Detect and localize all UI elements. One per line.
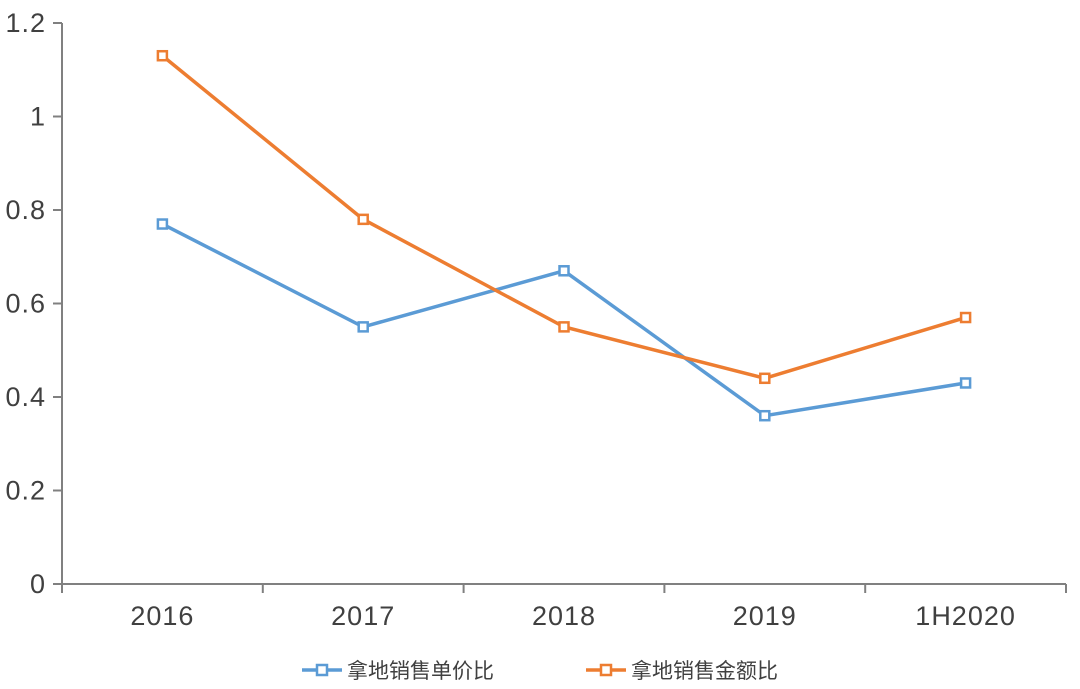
y-tick-label: 0.2 [5, 476, 46, 506]
data-point-marker-s1-2017 [357, 213, 369, 226]
y-tick-label: 0 [30, 569, 46, 599]
x-tick-label: 1H2020 [915, 601, 1016, 631]
y-tick-label: 0.4 [5, 382, 46, 412]
series-line-0 [161, 222, 966, 418]
x-tick-label: 2018 [532, 601, 596, 631]
x-tick-label: 2016 [130, 601, 194, 631]
data-point-marker-s0-1H2020 [959, 377, 972, 389]
line-square-marker-icon [302, 663, 342, 677]
data-point-marker-s1-1H2020 [959, 311, 972, 324]
data-point-marker-s0-2017 [357, 321, 369, 333]
legend: 拿地销售单价比 拿地销售金额比 [0, 652, 1080, 688]
x-tick-label: 2019 [733, 601, 797, 631]
x-tick-label: 2017 [331, 601, 395, 631]
y-tick-label: 1.2 [5, 8, 46, 38]
data-point-marker-s0-2018 [558, 265, 570, 277]
data-point-marker-s1-2019 [759, 372, 771, 385]
y-tick-label: 0.6 [5, 289, 46, 319]
data-point-marker-s1-2016 [156, 49, 169, 62]
data-point-marker-s1-2018 [558, 321, 570, 333]
line-square-marker-icon [586, 663, 626, 677]
legend-item-series-0: 拿地销售单价比 [302, 655, 494, 685]
legend-label-series-1: 拿地销售金额比 [631, 660, 778, 683]
legend-item-series-1: 拿地销售金额比 [586, 655, 778, 685]
data-point-marker-s0-2016 [156, 218, 169, 230]
legend-label-series-0: 拿地销售单价比 [347, 660, 494, 683]
y-tick-label: 0.8 [5, 195, 46, 225]
data-point-marker-s0-2019 [759, 409, 771, 422]
y-tick-label: 1 [30, 102, 46, 132]
